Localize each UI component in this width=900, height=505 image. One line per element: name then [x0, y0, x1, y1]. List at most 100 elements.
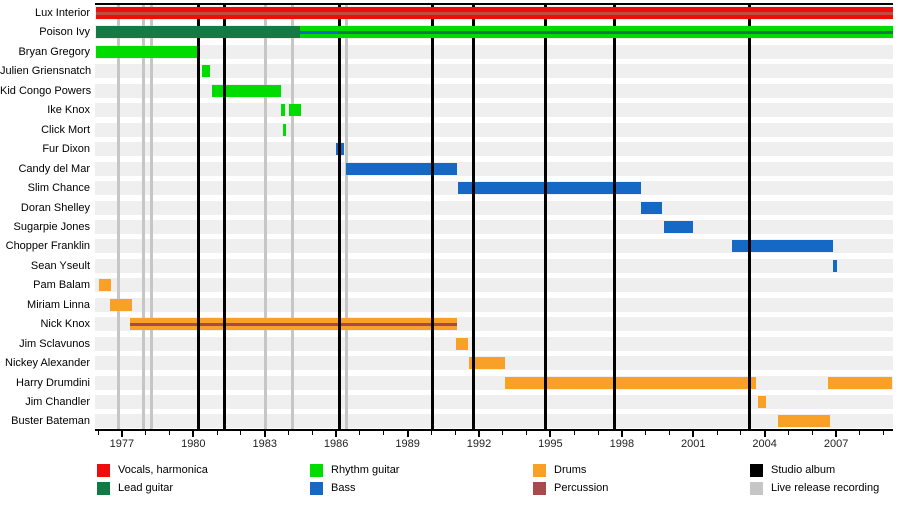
- member-label: Poison Ivy: [39, 26, 90, 39]
- legend-label: Rhythm guitar: [331, 464, 400, 476]
- member-row-band: [95, 414, 893, 429]
- legend-swatch-live_recording: [750, 482, 763, 495]
- member-row-band: [95, 297, 893, 312]
- member-label: Lux Interior: [34, 7, 90, 19]
- member-label: Miriam Linna: [27, 298, 90, 311]
- x-axis-minor-tick: [787, 431, 789, 435]
- x-axis-minor-tick: [597, 431, 599, 435]
- member-row-band: [95, 122, 893, 137]
- member-row-band: [95, 161, 893, 176]
- plot-top-border: [95, 3, 893, 5]
- member-row-band: [95, 103, 893, 118]
- member-label: Bryan Gregory: [18, 45, 90, 58]
- member-label: Sugarpie Jones: [13, 220, 90, 233]
- bar-stripe: [299, 30, 338, 34]
- member-label: Buster Bateman: [11, 415, 90, 428]
- x-axis-major-tick: [263, 431, 266, 437]
- bar-stripe: [337, 30, 893, 34]
- member-row-band: [95, 239, 893, 254]
- bar-segment: [757, 396, 766, 408]
- x-axis-major-tick: [620, 431, 623, 437]
- member-label: Slim Chance: [27, 182, 90, 195]
- legend-swatch-percussion: [533, 482, 546, 495]
- bar-segment: [504, 376, 756, 389]
- x-axis-minor-tick: [169, 431, 170, 435]
- x-axis-major-tick: [120, 431, 123, 437]
- x-axis-minor-tick: [740, 431, 742, 435]
- x-axis-tick-label: 2004: [752, 438, 777, 450]
- x-axis-major-tick: [549, 431, 552, 437]
- legend-swatch-studio_album: [750, 464, 763, 477]
- x-axis-major-tick: [335, 431, 338, 437]
- bar-segment: [337, 26, 893, 39]
- bar-segment: [130, 318, 457, 331]
- x-axis-major-tick: [478, 431, 480, 437]
- bar-segment: [455, 337, 469, 350]
- member-label: Sean Yseult: [30, 259, 90, 272]
- bar-segment: [468, 357, 505, 370]
- x-axis-minor-tick: [240, 431, 242, 435]
- x-axis-tick-label: 1995: [538, 438, 563, 450]
- legend-label: Bass: [331, 482, 356, 494]
- bar-segment: [345, 162, 457, 175]
- x-axis-major-tick: [406, 431, 409, 437]
- x-axis-minor-tick: [502, 431, 504, 435]
- studio-album-line: [613, 4, 617, 429]
- x-axis-tick-label: 1980: [181, 438, 206, 450]
- x-axis-minor-tick: [311, 431, 313, 435]
- member-row-band: [95, 64, 893, 79]
- live-recording-line: [150, 4, 154, 429]
- x-axis-tick-label: 1977: [109, 438, 135, 450]
- legend-label: Percussion: [554, 482, 609, 494]
- member-label: Julien Griensnatch: [0, 65, 92, 78]
- legend-label: Vocals, harmonica: [118, 464, 208, 476]
- studio-album-line: [196, 4, 200, 429]
- bar-segment: [299, 26, 338, 39]
- member-label: Ike Knox: [47, 104, 90, 117]
- member-label: Click Mort: [41, 123, 90, 136]
- bar-segment: [201, 65, 210, 78]
- x-axis-minor-tick: [645, 431, 647, 435]
- x-axis-minor-tick: [454, 431, 456, 435]
- x-axis-minor-tick: [383, 431, 385, 435]
- member-row-band: [95, 395, 893, 409]
- bar-segment: [98, 279, 112, 292]
- x-axis-minor-tick: [216, 431, 218, 435]
- bar-segment: [212, 84, 281, 97]
- bar-stripe: [130, 322, 457, 326]
- legend-swatch-bass: [310, 482, 323, 495]
- x-axis-minor-tick: [359, 431, 361, 435]
- bar-segment: [663, 220, 693, 233]
- member-label: Doran Shelley: [20, 201, 90, 214]
- x-axis-minor-tick: [145, 431, 147, 435]
- live-recording-line: [291, 4, 295, 429]
- legend-label: Studio album: [771, 464, 836, 476]
- bar-segment: [288, 104, 301, 117]
- live-recording-line: [345, 4, 349, 429]
- x-axis-minor-tick: [811, 431, 813, 435]
- x-axis-tick-label: 2007: [823, 438, 849, 450]
- live-recording-line: [141, 4, 145, 429]
- legend-label: Drums: [554, 464, 587, 476]
- bar-segment: [109, 298, 132, 311]
- member-row-band: [95, 258, 893, 273]
- x-axis-major-tick: [835, 431, 838, 437]
- bar-stripe: [95, 11, 893, 15]
- legend-swatch-drums: [533, 464, 546, 477]
- x-axis-minor-tick: [883, 431, 885, 435]
- x-axis-major-tick: [763, 431, 766, 437]
- studio-album-line: [472, 4, 476, 429]
- x-axis-minor-tick: [288, 431, 290, 435]
- member-row-band: [95, 200, 893, 215]
- x-axis-minor-tick: [430, 431, 432, 435]
- x-axis-minor-tick: [668, 431, 670, 435]
- member-label: Jim Sclavunos: [19, 337, 90, 350]
- x-axis-tick-label: 1983: [252, 438, 277, 450]
- member-label: Chopper Franklin: [5, 240, 90, 253]
- member-label: Harry Drumdini: [16, 376, 90, 389]
- legend-swatch-vocals: [97, 464, 110, 477]
- bar-segment: [777, 415, 830, 428]
- studio-album-line: [338, 4, 342, 429]
- x-axis-tick-label: 1992: [466, 438, 492, 450]
